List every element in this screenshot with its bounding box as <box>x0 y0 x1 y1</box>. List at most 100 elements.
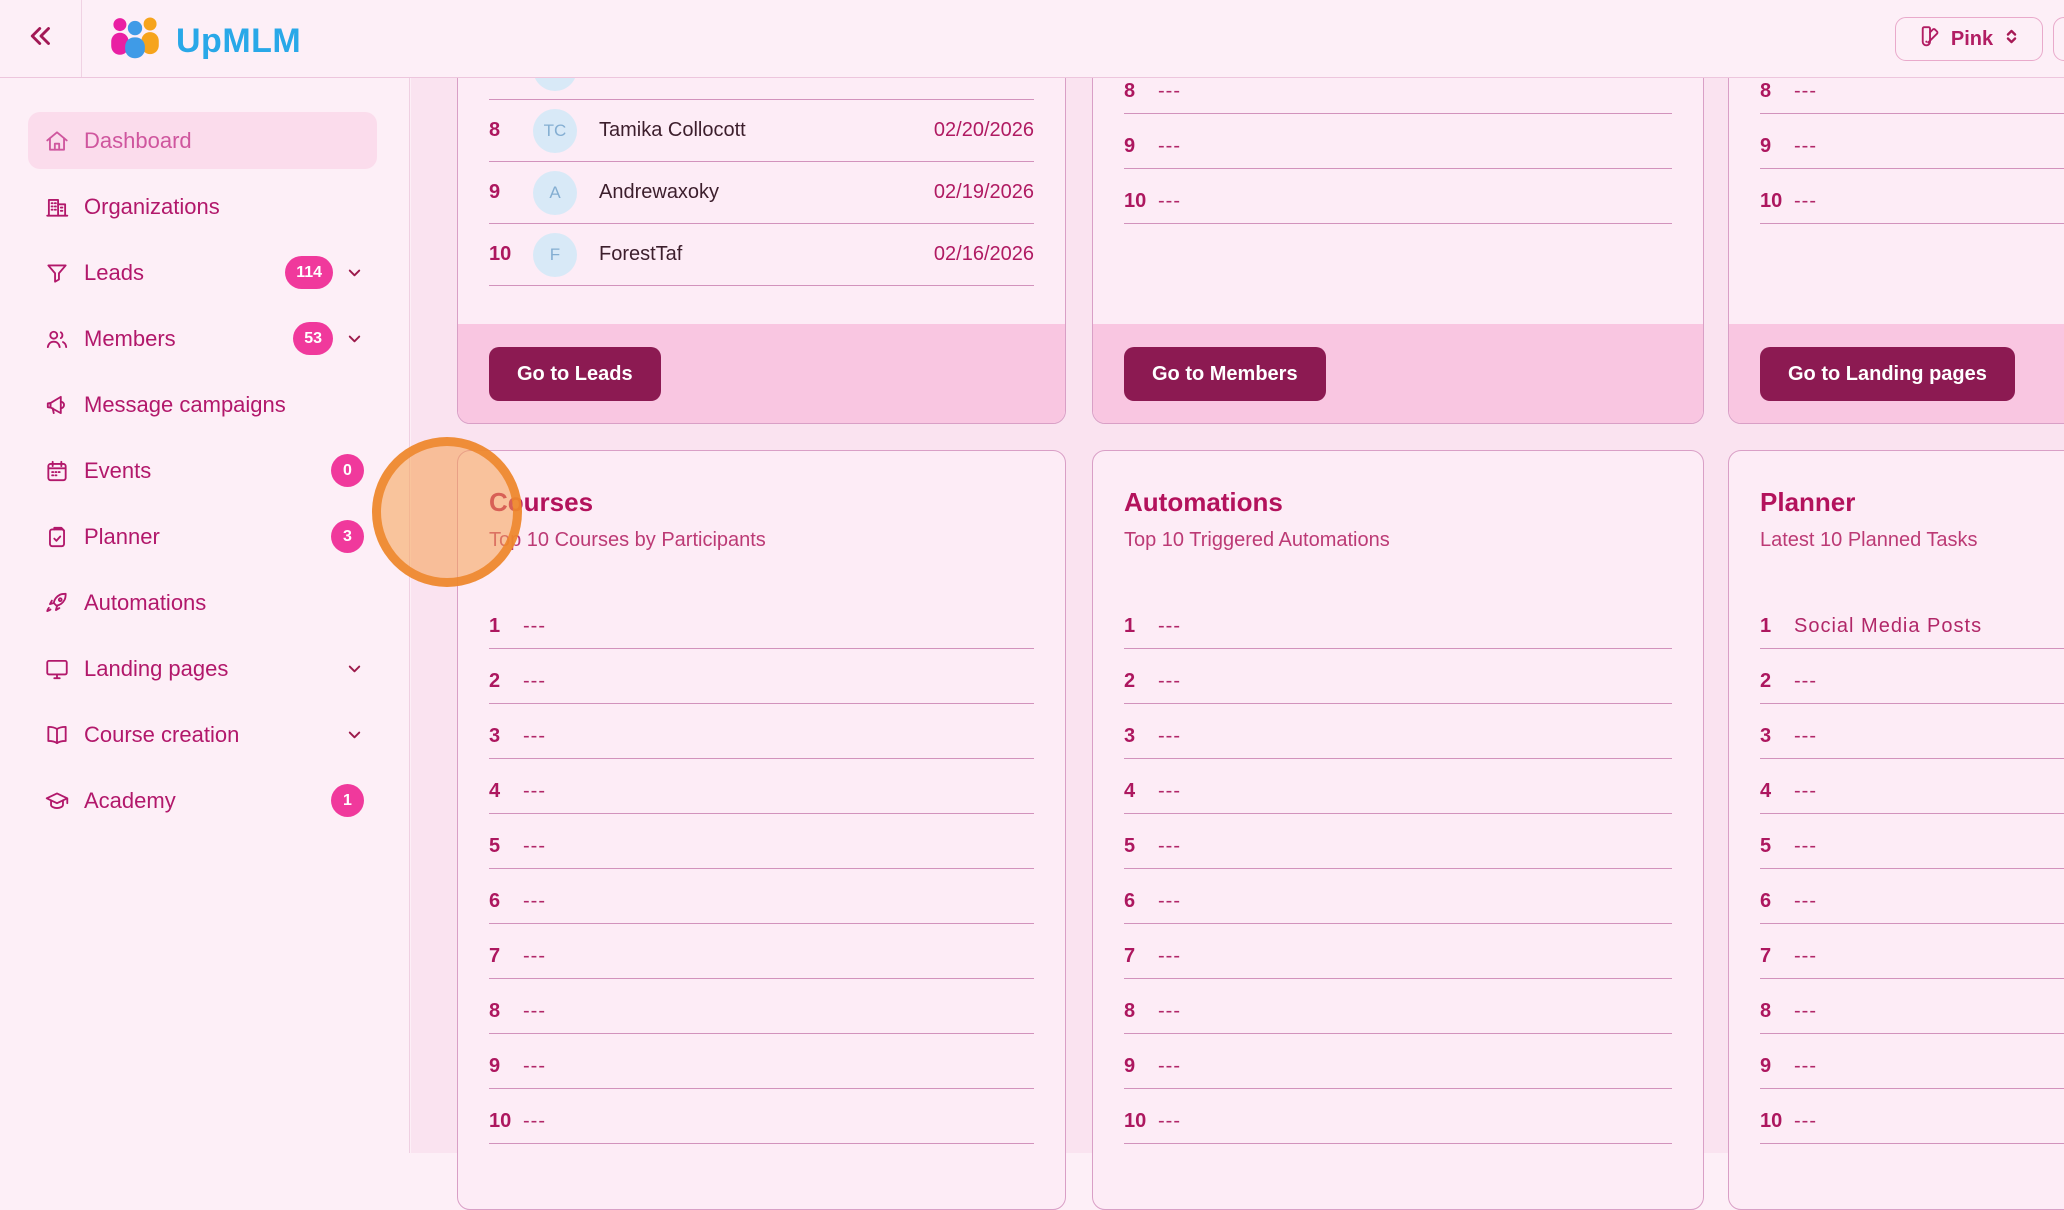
courses-card-title: Courses <box>489 487 594 517</box>
list-row: 1 --- <box>1124 594 1672 649</box>
chevron-down-icon <box>345 329 364 348</box>
row-value: --- <box>523 1054 546 1077</box>
members-card-footer: Go to Members <box>1093 324 1703 423</box>
sidebar-item-label: Dashboard <box>84 127 192 153</box>
lead-name: ForestTaf <box>599 243 683 265</box>
list-row: 4 --- <box>1760 759 2064 814</box>
sidebar-item-events[interactable]: Events 0 <box>28 442 377 499</box>
sidebar-item-planner[interactable]: Planner 3 <box>28 508 377 565</box>
planner-card: Planner Latest 10 Planned Tasks 1 Social … <box>1728 450 2064 1210</box>
row-number: 9 <box>489 181 501 203</box>
sidebar-item-label: Automations <box>84 589 207 615</box>
go-to-leads-button[interactable]: Go to Leads <box>489 347 661 401</box>
lead-row: 8 TC Tamika Collocott 02/20/2026 <box>489 100 1034 162</box>
row-number: 7 <box>1124 944 1136 967</box>
row-number: 10 <box>489 243 512 265</box>
building-icon <box>44 194 70 220</box>
row-number: 10 <box>1760 189 1783 212</box>
row-number: 9 <box>1760 1054 1772 1077</box>
planner-card-title: Planner <box>1760 487 1856 517</box>
row-value: --- <box>1158 669 1181 692</box>
sidebar-item-landing-pages[interactable]: Landing pages <box>28 640 377 697</box>
list-row: 6 --- <box>1124 869 1672 924</box>
row-value: --- <box>1158 1054 1181 1077</box>
go-to-members-button[interactable]: Go to Members <box>1124 347 1326 401</box>
clipboard-icon <box>44 524 70 550</box>
row-number: 8 <box>489 119 501 141</box>
go-to-landing-pages-button[interactable]: Go to Landing pages <box>1760 347 2015 401</box>
row-value: --- <box>523 889 546 912</box>
row-number: 9 <box>1124 134 1136 157</box>
planner-list: 1 Social Media Posts 2 --- 3 --- 4 --- 5 --- 6 --- 7… <box>1760 594 2064 1144</box>
count-badge: 114 <box>285 256 333 289</box>
sidebar-item-organizations[interactable]: Organizations <box>28 178 377 235</box>
list-row: 5 --- <box>1760 814 2064 869</box>
list-row: 4 --- <box>489 759 1034 814</box>
sidebar-item-label: Leads <box>84 259 144 285</box>
list-row: 10 --- <box>1124 169 1672 224</box>
row-value: --- <box>1158 944 1181 967</box>
theme-select[interactable]: Pink <box>1895 17 2043 61</box>
list-row: 7 --- <box>1760 924 2064 979</box>
row-number: 7 <box>489 944 501 967</box>
sidebar-item-label: Course creation <box>84 721 240 747</box>
sidebar-item-academy[interactable]: Academy 1 <box>28 772 377 829</box>
avatar: A <box>533 170 577 215</box>
row-number: 4 <box>489 779 501 802</box>
row-number: 8 <box>1760 999 1772 1022</box>
list-row: 1 Social Media Posts <box>1760 594 2064 649</box>
count-badge: 0 <box>331 454 364 487</box>
list-row: 5 --- <box>489 814 1034 869</box>
avatar: F <box>533 232 577 277</box>
planner-card-subtitle: Latest 10 Planned Tasks <box>1760 529 1978 551</box>
row-number: 6 <box>1124 889 1136 912</box>
row-number: 10 <box>1760 1109 1783 1132</box>
row-value: --- <box>1158 79 1181 102</box>
sidebar-item-leads[interactable]: Leads 114 <box>28 244 377 301</box>
row-number: 6 <box>1760 889 1772 912</box>
sidebar-item-message-campaigns[interactable]: Message campaigns <box>28 376 377 433</box>
collapse-sidebar-button[interactable] <box>0 0 82 77</box>
count-badge: 3 <box>331 520 364 553</box>
app-name: UpMLM <box>176 21 302 60</box>
sidebar-item-label: Planner <box>84 523 160 549</box>
row-number: 8 <box>1124 79 1136 102</box>
list-row: 9 --- <box>1760 114 2064 169</box>
rocket-icon <box>44 590 70 616</box>
sidebar-item-dashboard[interactable]: Dashboard <box>28 112 377 169</box>
lead-date: 02/20/2026 <box>933 119 1034 141</box>
row-value: --- <box>1158 889 1181 912</box>
row-number: 3 <box>1760 724 1772 747</box>
row-value: Social Media Posts <box>1794 614 1983 637</box>
row-number: 7 <box>1760 944 1772 967</box>
list-row: 9 --- <box>489 1034 1034 1089</box>
up-down-chevrons-icon <box>2002 27 2021 51</box>
row-number: 3 <box>489 724 501 747</box>
row-number: 10 <box>1124 1109 1147 1132</box>
lead-date: 02/19/2026 <box>933 181 1034 203</box>
funnel-icon <box>44 260 70 286</box>
row-value: --- <box>1794 724 1817 747</box>
row-value: --- <box>1794 889 1817 912</box>
sidebar-item-label: Organizations <box>84 193 220 219</box>
landing-card-footer: Go to Landing pages <box>1729 324 2064 423</box>
sidebar-item-label: Message campaigns <box>84 391 286 417</box>
courses-card-subtitle: Top 10 Courses by Participants <box>489 529 766 551</box>
list-row: 10 --- <box>1760 169 2064 224</box>
list-row: 2 --- <box>489 649 1034 704</box>
row-value: --- <box>1158 614 1181 637</box>
sidebar-item-members[interactable]: Members 53 <box>28 310 377 367</box>
lead-name: Tamika Collocott <box>599 119 746 141</box>
sidebar-item-automations[interactable]: Automations <box>28 574 377 631</box>
theme-select-value: Pink <box>1950 27 1994 50</box>
row-number: 10 <box>489 1109 512 1132</box>
list-row: 3 --- <box>1760 704 2064 759</box>
count-badge: 1 <box>331 784 364 817</box>
lead-row: 9 A Andrewaxoky 02/19/2026 <box>489 162 1034 224</box>
avatar: TC <box>533 108 577 153</box>
sidebar-item-course-creation[interactable]: Course creation <box>28 706 377 763</box>
list-row: 8 --- <box>1124 979 1672 1034</box>
row-value: --- <box>1158 1109 1181 1132</box>
header-edge-button[interactable] <box>2053 17 2064 61</box>
list-row: 8 --- <box>1760 979 2064 1034</box>
